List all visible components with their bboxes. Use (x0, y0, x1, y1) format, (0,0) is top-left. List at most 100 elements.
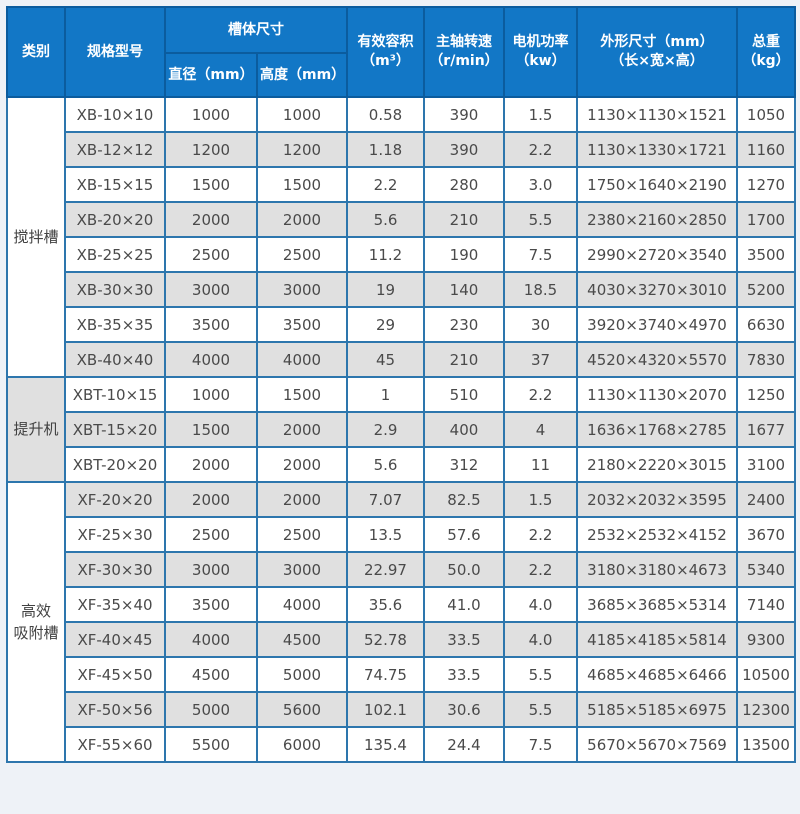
value-cell: 1200 (164, 131, 258, 168)
value-cell: 1500 (256, 166, 348, 203)
value-cell: 140 (423, 271, 505, 308)
model-cell: XB-20×20 (64, 201, 166, 238)
value-cell: 2.9 (346, 411, 425, 448)
value-cell: 1.5 (503, 96, 578, 133)
value-cell: 37 (503, 341, 578, 378)
model-cell: XB-30×30 (64, 271, 166, 308)
value-cell: 29 (346, 306, 425, 343)
value-cell: 5000 (256, 656, 348, 693)
value-cell: 4 (503, 411, 578, 448)
value-cell: 7830 (736, 341, 796, 378)
value-cell: 1.5 (503, 481, 578, 518)
value-cell: 1.18 (346, 131, 425, 168)
value-cell: 390 (423, 96, 505, 133)
model-cell: XF-35×40 (64, 586, 166, 623)
value-cell: 7.5 (503, 236, 578, 273)
category-label: 高效 (20, 601, 51, 620)
value-cell: 2532×2532×4152 (576, 516, 738, 553)
table-row: XF-40×45 4000 4500 52.78 33.5 4.0 4185×4185×58… (7, 621, 796, 658)
value-cell: 1636×1768×2785 (576, 411, 738, 448)
category-label: 吸附槽 (13, 624, 59, 642)
value-cell: 13.5 (346, 516, 425, 553)
value-cell: 1750×1640×2190 (576, 166, 738, 203)
value-cell: 4520×4320×5570 (576, 341, 738, 378)
value-cell: 11 (503, 446, 578, 483)
table-row: XB-40×40 4000 4000 45 210 37 4520×4320×5570 783… (7, 341, 796, 378)
value-cell: 3100 (736, 446, 796, 483)
table-row: 高效 吸附槽 XF-20×20 2000 2000 7.07 82.5 1.5 2032×203… (6, 481, 796, 763)
model-cell: XF-20×20 (64, 481, 166, 518)
value-cell: 50.0 (423, 551, 505, 588)
header-line: 总重 (752, 34, 780, 51)
value-cell: 3.0 (503, 166, 578, 203)
value-cell: 13500 (736, 726, 796, 763)
value-cell: 1500 (256, 376, 348, 413)
value-cell: 3000 (256, 271, 348, 308)
table-row: 搅拌槽 XB-10×10 1000 1000 0.58 390 1.5 1130×1130×1… (6, 96, 796, 378)
table-row: XF-50×56 5000 5600 102.1 30.6 5.5 5185×5185×69… (7, 691, 796, 728)
value-cell: 19 (346, 271, 425, 308)
value-cell: 4000 (256, 341, 348, 378)
value-cell: 33.5 (423, 621, 505, 658)
value-cell: 5200 (736, 271, 796, 308)
header-line: 电机功率 (512, 34, 569, 51)
value-cell: 1130×1330×1721 (576, 131, 738, 168)
value-cell: 12300 (736, 691, 796, 728)
spec-table: 类别 规格型号 槽体尺寸 有效容积 （m³） 主轴转速 （r/min） 电机功率… (6, 6, 796, 763)
value-cell: 510 (423, 376, 505, 413)
model-cell: XF-50×56 (64, 691, 166, 728)
value-cell: 30.6 (423, 691, 505, 728)
value-cell: 3000 (164, 271, 258, 308)
value-cell: 4685×4685×6466 (576, 656, 738, 693)
col-header-volume: 有效容积 （m³） (346, 6, 425, 98)
value-cell: 1000 (256, 96, 348, 133)
value-cell: 2400 (736, 481, 796, 518)
value-cell: 18.5 (503, 271, 578, 308)
model-cell: XB-25×25 (64, 236, 166, 273)
table-row: XB-35×35 3500 3500 29 230 30 3920×3740×4970 663… (7, 306, 796, 343)
value-cell: 4000 (164, 341, 258, 378)
value-cell: 5500 (164, 726, 258, 763)
value-cell: 5.5 (503, 656, 578, 693)
value-cell: 2.2 (503, 376, 578, 413)
table-row: XBT-15×20 1500 2000 2.9 400 4 1636×1768×2785 16… (7, 411, 796, 448)
col-header-dims: 外形尺寸（mm） （长×宽×高） (576, 6, 738, 98)
value-cell: 3920×3740×4970 (576, 306, 738, 343)
value-cell: 1000 (164, 96, 258, 133)
value-cell: 4000 (164, 621, 258, 658)
header-line: 主轴转速 (436, 34, 492, 51)
col-header-speed: 主轴转速 （r/min） (423, 6, 505, 98)
value-cell: 2380×2160×2850 (576, 201, 738, 238)
table-row: XF-25×30 2500 2500 13.5 57.6 2.2 2532×2532×415… (7, 516, 796, 553)
model-cell: XB-12×12 (64, 131, 166, 168)
col-header-diameter: 直径（mm） (164, 52, 258, 98)
col-header-weight: 总重 （kg） (736, 6, 796, 98)
value-cell: 3500 (164, 306, 258, 343)
value-cell: 2.2 (503, 516, 578, 553)
table-row: 提升机 XBT-10×15 1000 1500 1 510 2.2 1130×1130×207… (6, 376, 796, 483)
table-row: XB-30×30 3000 3000 19 140 18.5 4030×3270×3010 5… (7, 271, 796, 308)
value-cell: 4500 (256, 621, 348, 658)
value-cell: 4030×3270×3010 (576, 271, 738, 308)
value-cell: 2000 (256, 411, 348, 448)
value-cell: 3685×3685×5314 (576, 586, 738, 623)
value-cell: 5.5 (503, 201, 578, 238)
model-cell: XB-35×35 (64, 306, 166, 343)
value-cell: 11.2 (346, 236, 425, 273)
model-cell: XF-40×45 (64, 621, 166, 658)
value-cell: 33.5 (423, 656, 505, 693)
value-cell: 5340 (736, 551, 796, 588)
value-cell: 1130×1130×1521 (576, 96, 738, 133)
value-cell: 82.5 (423, 481, 505, 518)
value-cell: 312 (423, 446, 505, 483)
value-cell: 135.4 (346, 726, 425, 763)
value-cell: 1500 (164, 411, 258, 448)
value-cell: 41.0 (423, 586, 505, 623)
header-row-1: 类别 规格型号 槽体尺寸 有效容积 （m³） 主轴转速 （r/min） 电机功率… (6, 6, 796, 98)
model-cell: XF-45×50 (64, 656, 166, 693)
value-cell: 4185×4185×5814 (576, 621, 738, 658)
value-cell: 1130×1130×2070 (576, 376, 738, 413)
model-cell: XB-10×10 (64, 96, 166, 133)
model-cell: XF-55×60 (64, 726, 166, 763)
